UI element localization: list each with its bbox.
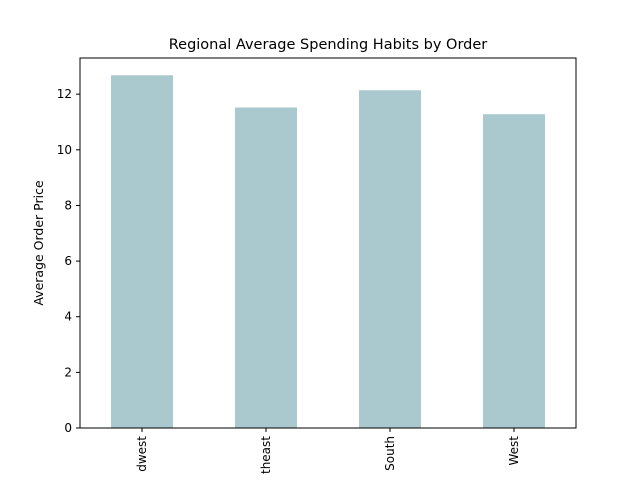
y-tick-label: 10 xyxy=(57,143,72,157)
y-tick-label: 4 xyxy=(64,310,72,324)
x-tick-label-northeast: theast xyxy=(259,436,273,474)
y-tick-label: 0 xyxy=(64,421,72,435)
chart-title: Regional Average Spending Habits by Orde… xyxy=(169,37,488,53)
y-tick-label: 8 xyxy=(64,198,72,212)
plot-frame xyxy=(79,57,577,429)
y-tick-label: 2 xyxy=(64,365,72,379)
y-tick-label: 6 xyxy=(64,254,72,268)
y-axis: 0 2 4 6 8 10 12 xyxy=(57,87,80,435)
x-tick-label-west: West xyxy=(507,436,521,466)
bar-northeast xyxy=(235,107,297,428)
x-axis: dwest theast South West xyxy=(135,428,521,474)
bar-midwest xyxy=(111,75,173,429)
y-tick-label: 12 xyxy=(57,87,72,101)
y-axis-label: Average Order Price xyxy=(31,180,46,306)
bar-west xyxy=(483,114,545,428)
x-tick-label-midwest: dwest xyxy=(135,436,149,472)
x-tick-label-south: South xyxy=(383,436,397,471)
bars-group xyxy=(111,75,545,429)
bar-south xyxy=(359,90,421,428)
